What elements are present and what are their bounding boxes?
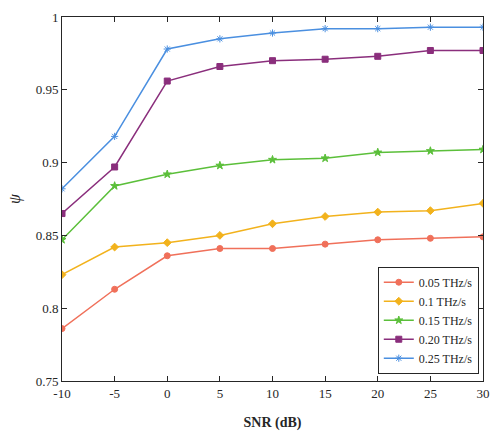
svg-text:20: 20 bbox=[371, 386, 384, 401]
svg-text:ψ: ψ bbox=[6, 193, 24, 204]
svg-text:0: 0 bbox=[164, 386, 171, 401]
svg-text:5: 5 bbox=[217, 386, 224, 401]
svg-text:-10: -10 bbox=[53, 386, 70, 401]
svg-text:10: 10 bbox=[266, 386, 279, 401]
svg-text:0.95: 0.95 bbox=[36, 82, 59, 97]
svg-text:15: 15 bbox=[319, 386, 332, 401]
svg-text:0.25 THz/s: 0.25 THz/s bbox=[419, 352, 472, 366]
svg-text:0.20 THz/s: 0.20 THz/s bbox=[419, 333, 472, 347]
svg-text:1: 1 bbox=[52, 10, 59, 25]
svg-text:25: 25 bbox=[424, 386, 437, 401]
svg-text:0.05 THz/s: 0.05 THz/s bbox=[419, 276, 472, 290]
svg-text:0.75: 0.75 bbox=[36, 374, 59, 389]
svg-text:-5: -5 bbox=[109, 386, 120, 401]
svg-text:0.15 THz/s: 0.15 THz/s bbox=[419, 314, 472, 328]
svg-text:SNR (dB): SNR (dB) bbox=[244, 415, 302, 431]
svg-text:0.9: 0.9 bbox=[42, 155, 58, 170]
svg-text:0.8: 0.8 bbox=[42, 301, 58, 316]
svg-text:0.85: 0.85 bbox=[36, 228, 59, 243]
svg-text:0.1 THz/s: 0.1 THz/s bbox=[419, 295, 466, 309]
svg-text:30: 30 bbox=[477, 386, 490, 401]
